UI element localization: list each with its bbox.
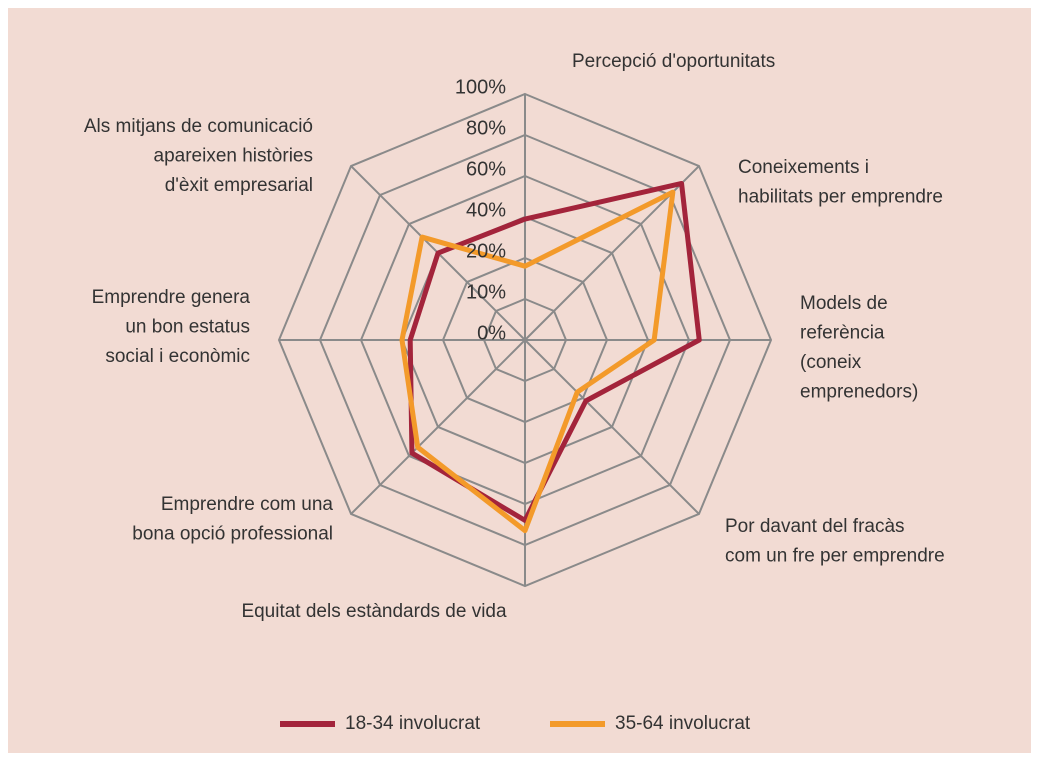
category-label: bona opció professional [132, 524, 333, 545]
category-label: Emprendre com una [161, 494, 334, 515]
category-label: (coneix [800, 352, 862, 373]
category-label: Equitat dels estàndards de vida [241, 601, 507, 622]
category-label: Coneixements i [738, 157, 869, 178]
r-tick-label: 60% [466, 158, 506, 180]
legend-label: 18-34 involucrat [345, 713, 481, 734]
legend-label: 35-64 involucrat [615, 713, 751, 734]
r-tick-label: 10% [466, 281, 506, 303]
category-label: Models de [800, 293, 888, 314]
category-label: referència [800, 323, 885, 344]
background [8, 8, 1031, 753]
category-label: Emprendre genera [92, 287, 251, 308]
r-tick-label: 100% [455, 76, 506, 98]
category-label: com un fre per emprendre [725, 546, 945, 567]
series-line [399, 189, 676, 534]
category-label: apareixen històries [154, 146, 313, 167]
category-label: un bon estatus [125, 317, 250, 338]
category-label: Por davant del fracàs [725, 516, 905, 537]
category-label: Percepció d'oportunitats [572, 51, 775, 72]
category-label: emprenedors) [800, 382, 918, 403]
r-tick-label: 80% [466, 117, 506, 139]
r-tick-label: 20% [466, 240, 506, 262]
category-label: habilitats per emprendre [738, 187, 943, 208]
axis-spoke [524, 339, 700, 515]
r-tick-label: 40% [466, 199, 506, 221]
axis-spoke [350, 339, 526, 515]
category-label: social i econòmic [105, 346, 250, 367]
r-tick-label: 0% [477, 322, 506, 344]
category-label: d'èxit empresarial [165, 175, 313, 196]
series-line [407, 180, 702, 523]
category-label: Als mitjans de comunicació [84, 116, 313, 137]
